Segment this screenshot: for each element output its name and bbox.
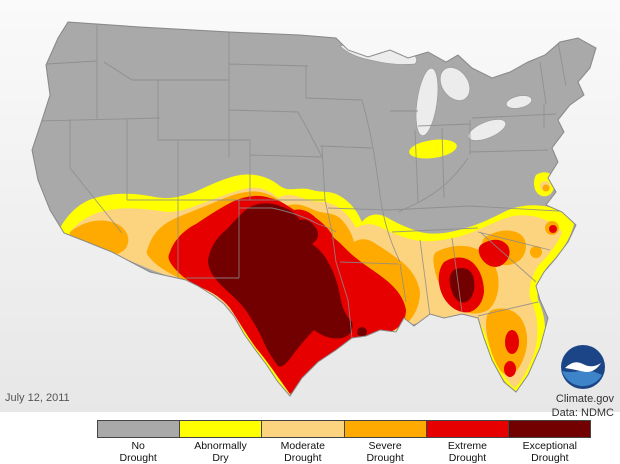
legend-swatch-abnormally-dry: [180, 421, 263, 437]
legend-label-severe-drought: Severe Drought: [366, 440, 404, 464]
legend-labels: No Drought Abnormally Dry Moderate Drought …: [97, 440, 591, 464]
lake-erie: [467, 119, 507, 141]
legend-label-extreme-drought: Extreme Drought: [447, 440, 488, 464]
legend-swatch-extreme-drought: [426, 421, 509, 437]
legend-swatch-severe-drought: [344, 421, 427, 437]
map-date: July 12, 2011: [5, 392, 70, 404]
us-drought-map: [0, 0, 620, 412]
data-credit-label: Data: NDMC: [551, 406, 614, 419]
noaa-logo-ocean: [562, 370, 602, 387]
legend-swatch-exceptional-drought: [508, 421, 591, 437]
noaa-gull-icon: [565, 362, 601, 372]
legend-label-exceptional-drought: Exceptional Drought: [522, 440, 577, 464]
lake-huron: [439, 67, 471, 101]
legend-color-bar: [97, 420, 591, 438]
exceptional-drought-region: [208, 203, 475, 367]
drought-legend: No Drought Abnormally Dry Moderate Drought …: [97, 420, 591, 464]
state-borders: [36, 24, 577, 339]
source-label: Climate.gov: [555, 393, 614, 405]
noaa-logo: [561, 345, 605, 389]
legend-label-no-drought: No Drought: [119, 440, 157, 464]
map-credits: Climate.gov Data: NDMC: [552, 393, 614, 421]
legend-swatch-no-drought: [98, 421, 181, 437]
legend-label-moderate-drought: Moderate Drought: [280, 440, 325, 464]
legend-swatch-moderate-drought: [262, 421, 345, 437]
legend-label-abnormally-dry: Abnormally Dry: [194, 440, 247, 464]
us-border-outline: [31, 21, 597, 397]
lake-ontario: [505, 95, 533, 109]
lake-michigan: [415, 67, 439, 137]
